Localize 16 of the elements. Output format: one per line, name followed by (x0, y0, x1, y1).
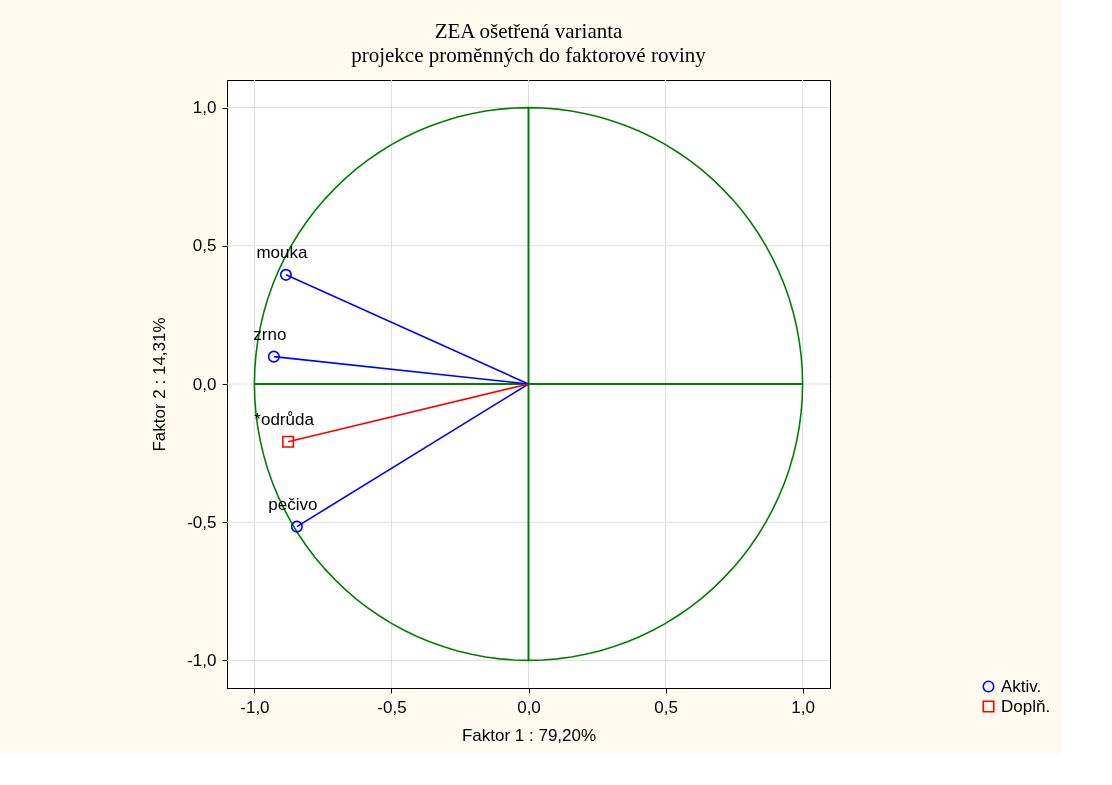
x-axis-title: Faktor 1 : 79,20% (461, 725, 597, 745)
y-tick-label: 0,0 (192, 374, 217, 394)
x-tick-label: -1,0 (240, 697, 270, 717)
y-tick-label: 1,0 (192, 98, 217, 118)
y-tick-label: 0,5 (192, 236, 217, 256)
y-axis-title: Faktor 2 : 14,31% (150, 317, 170, 452)
chart-title: ZEA ošetřená varianta (434, 18, 624, 43)
chart-subtitle: projekce proměnných do faktorové roviny (351, 42, 707, 67)
legend-label: Doplň. (1001, 696, 1051, 716)
legend-label: Aktiv. (1001, 676, 1042, 696)
x-tick-label: 0,5 (654, 697, 678, 717)
y-tick-label: -1,0 (187, 650, 217, 670)
x-tick-label: -0,5 (377, 697, 407, 717)
y-tick-label: -0,5 (187, 512, 217, 532)
x-tick-label: 1,0 (791, 697, 815, 717)
x-tick-label: 0,0 (517, 697, 541, 717)
